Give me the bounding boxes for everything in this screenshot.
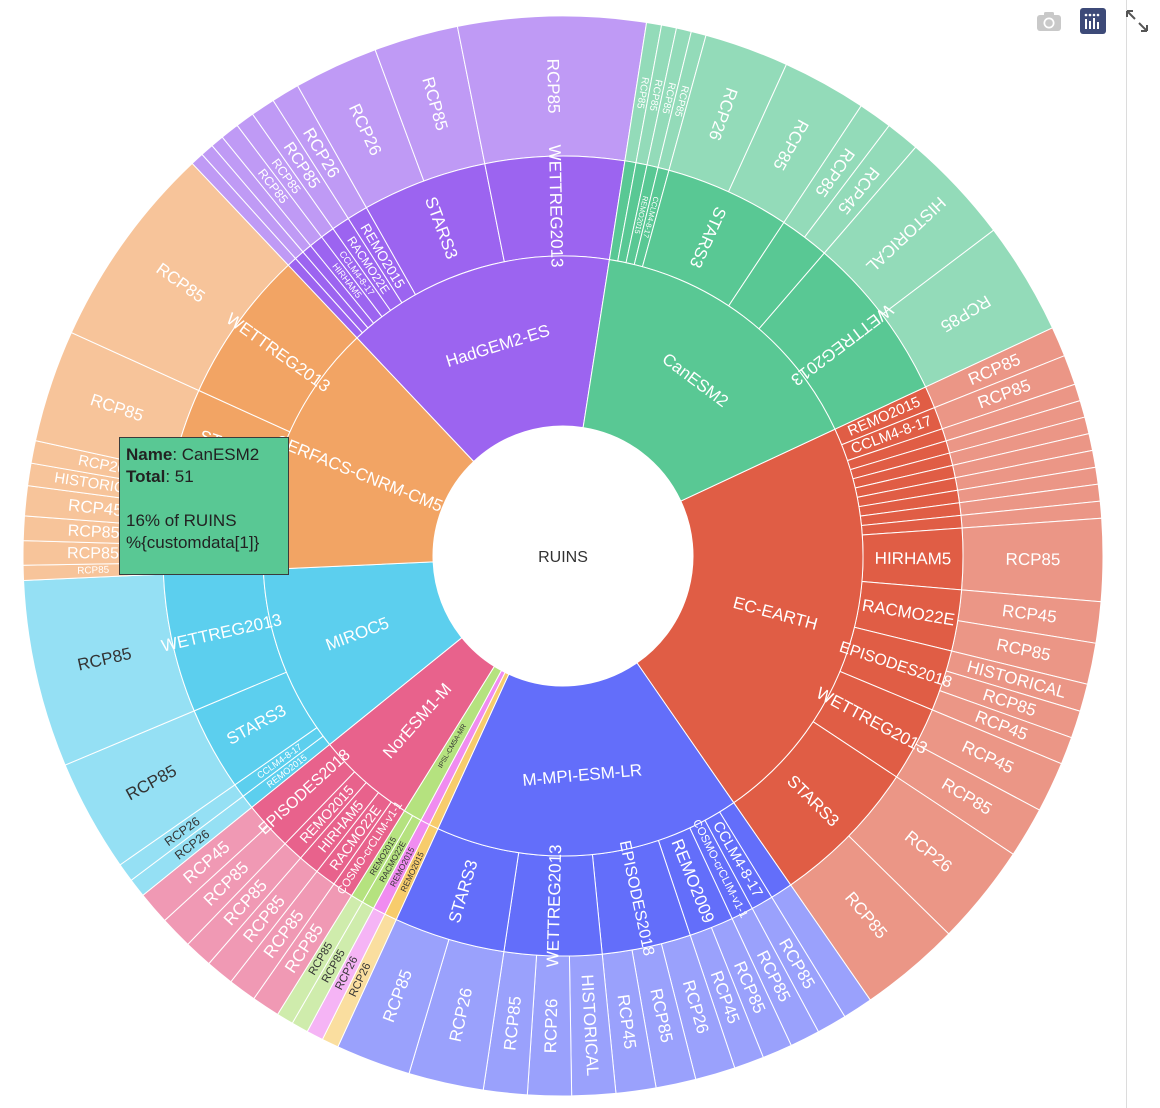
tooltip-name-value: : CanESM2 xyxy=(172,445,260,464)
label-scenario-rcp85: RCP85 xyxy=(1006,550,1061,569)
label-rcm-wettreg2013: WETTREG2013 xyxy=(545,144,567,267)
tooltip-customdata: %{customdata[1]} xyxy=(126,533,260,552)
label-scenario-rcp85: RCP85 xyxy=(67,522,120,543)
camera-button[interactable] xyxy=(1034,6,1064,36)
plotly-logo-icon xyxy=(1080,8,1106,34)
sunburst-chart: EC-EARTHREMO2015RCP85CCLM4-8-17RCP85HIRH… xyxy=(22,15,1104,1097)
label-scenario-rcp85: RCP85 xyxy=(543,59,563,114)
camera-icon xyxy=(1037,12,1061,31)
label-scenario-rcp85: RCP85 xyxy=(634,76,650,110)
tooltip-total-value: : 51 xyxy=(165,467,194,486)
expand-icon xyxy=(1126,10,1148,32)
ring-models xyxy=(262,255,864,857)
hover-tooltip: Name: CanESM2 Total: 51 16% of RUINS %{c… xyxy=(119,437,295,577)
label-rcm-wettreg2013: WETTREG2013 xyxy=(543,844,565,967)
label-scenario-rcp26: RCP26 xyxy=(541,998,561,1053)
label-scenario-rcp85: RCP85 xyxy=(67,544,119,562)
label-rcm-hirham5: HIRHAM5 xyxy=(875,549,952,569)
root-hole xyxy=(433,426,693,686)
tooltip-total-label: Total xyxy=(126,467,166,486)
label-scenario-rcp85: RCP85 xyxy=(77,565,110,577)
plotly-logo-button[interactable] xyxy=(1078,6,1108,36)
plot-frame-border xyxy=(1126,0,1127,1108)
modebar xyxy=(1034,6,1152,36)
root-label: RUINS xyxy=(538,549,588,566)
tooltip-name-label: Name xyxy=(126,445,173,464)
tooltip-box: Name: CanESM2 Total: 51 16% of RUINS %{c… xyxy=(119,437,289,575)
fullscreen-button[interactable] xyxy=(1122,6,1152,36)
tooltip-percent: 16% of RUINS xyxy=(126,511,237,530)
ring-rcms xyxy=(162,155,964,957)
